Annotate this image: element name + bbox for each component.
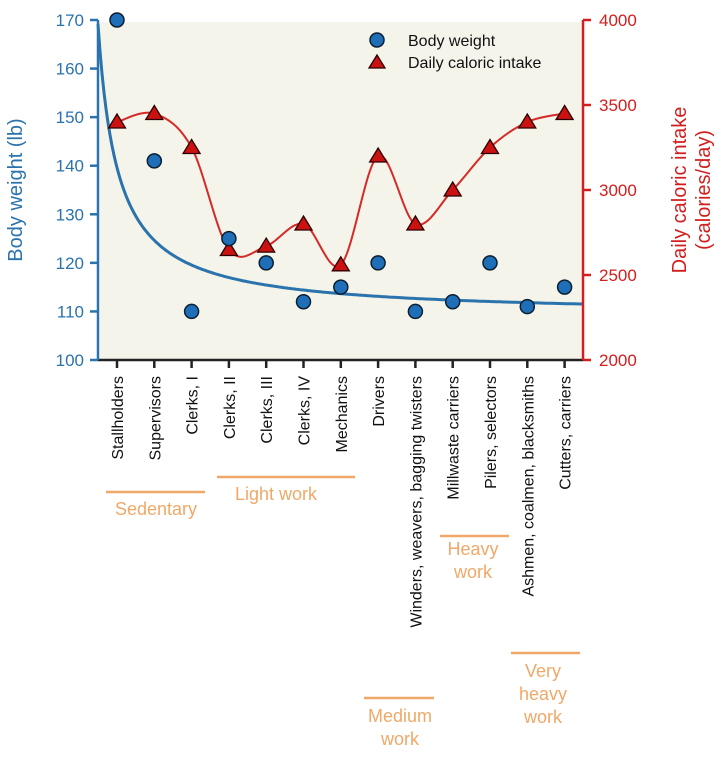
- left-tick-label: 150: [56, 108, 84, 127]
- right-axis-title-line1: Daily caloric intake: [669, 107, 691, 274]
- group-label: Heavy: [447, 539, 498, 559]
- caloric-intake-point: [144, 104, 164, 121]
- category-label: Clerks, II: [222, 376, 239, 439]
- group-label: work: [453, 562, 493, 582]
- caloric-intake-point: [181, 138, 202, 155]
- plot-background: [100, 22, 581, 360]
- category-labels: Stallholders Supervisors Clerks, I Clerks, …: [110, 376, 575, 628]
- left-tick-label: 120: [56, 254, 84, 273]
- left-tick-label: 110: [57, 302, 84, 321]
- group-labels: Sedentary Light work Medium work Heavy work Ve…: [106, 475, 580, 749]
- group-label: Sedentary: [115, 499, 197, 519]
- group-label: work: [523, 707, 563, 727]
- group-label: Light work: [235, 484, 318, 504]
- category-label: Cutters, carriers: [558, 376, 575, 490]
- data-marks: [107, 12, 575, 320]
- body-weight-point: [370, 255, 386, 271]
- axes: 100 110 120 130 140 150 160 170 2000 2500 3000 3500…: [56, 11, 637, 370]
- group-label: heavy: [519, 684, 567, 704]
- legend-label-body-weight: Body weight: [408, 33, 496, 50]
- right-tick-label: 3500: [599, 96, 637, 115]
- right-tick-label: 2000: [599, 351, 637, 370]
- body-weight-point: [333, 279, 349, 295]
- category-label: Stallholders: [110, 376, 127, 460]
- left-tick-label: 100: [56, 351, 84, 370]
- body-weight-point: [146, 153, 163, 169]
- caloric-intake-point: [368, 146, 388, 163]
- category-label: Clerks, III: [259, 376, 276, 444]
- legend-label-caloric-intake: Daily caloric intake: [408, 55, 541, 72]
- body-weight-point: [444, 293, 461, 310]
- category-label: Winders, weavers, bagging twisters: [408, 376, 425, 628]
- right-tick-label: 2500: [599, 266, 637, 285]
- group-label: Very: [525, 661, 561, 681]
- caloric-intake-point: [517, 112, 537, 129]
- body-weight-point: [407, 303, 424, 320]
- caloric-intake-point: [405, 214, 426, 231]
- caloric-intake-point: [331, 255, 351, 272]
- category-label: Mechanics: [334, 376, 351, 452]
- caloric-intake-point: [219, 240, 239, 257]
- body-weight-point: [109, 12, 125, 28]
- body-weight-point: [258, 255, 274, 271]
- category-label: Clerks, I: [185, 376, 202, 435]
- body-weight-point: [221, 230, 237, 247]
- legend-circle-icon: [369, 32, 385, 48]
- group-label: work: [380, 729, 420, 749]
- category-label: Clerks, IV: [297, 376, 314, 446]
- right-axis-title-line2: (calories/day): [693, 130, 715, 250]
- body-weight-point: [519, 298, 536, 315]
- caloric-intake-point: [293, 214, 314, 231]
- legend: Body weight Daily caloric intake: [367, 32, 541, 72]
- body-weight-point: [295, 293, 312, 310]
- caloric-intake-point: [554, 104, 575, 121]
- left-axis-title: Body weight (lb): [5, 118, 27, 261]
- body-weight-point: [183, 303, 200, 320]
- group-label: Medium: [368, 706, 432, 726]
- caloric-intake-point: [107, 112, 127, 129]
- left-tick-label: 130: [56, 205, 84, 224]
- legend-triangle-icon: [367, 53, 387, 69]
- category-label: Millwaste carriers: [446, 376, 463, 500]
- left-tick-label: 170: [56, 11, 84, 30]
- category-label: Ashmen, coalmen, blacksmiths: [520, 376, 537, 597]
- caloric-intake-point: [480, 138, 500, 155]
- body-weight-point: [482, 255, 498, 271]
- right-tick-label: 4000: [599, 11, 637, 30]
- category-label: Drivers: [371, 376, 388, 427]
- body-weight-point: [556, 279, 573, 295]
- caloric-intake-point: [443, 180, 463, 197]
- right-tick-label: 3000: [599, 181, 637, 200]
- category-label: Supervisors: [147, 376, 164, 460]
- left-tick-label: 140: [56, 157, 84, 176]
- caloric-intake-point: [256, 236, 276, 253]
- category-label: Pilers, selectors: [483, 376, 500, 489]
- left-tick-label: 160: [56, 60, 84, 79]
